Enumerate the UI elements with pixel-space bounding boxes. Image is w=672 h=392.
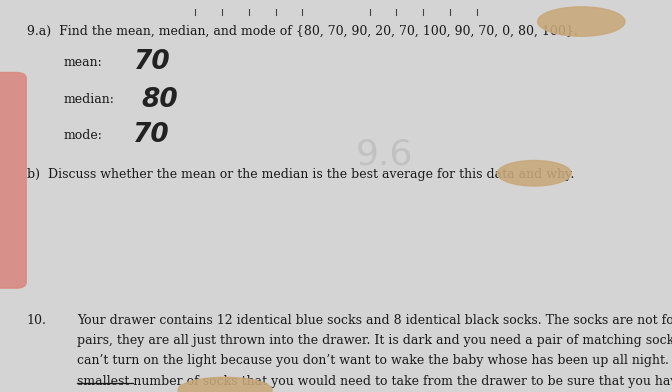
Ellipse shape: [497, 161, 571, 186]
Text: 9.a)  Find the mean, median, and mode of {80, 70, 90, 20, 70, 100, 90, 70, 0, 80: 9.a) Find the mean, median, and mode of …: [27, 24, 578, 37]
Text: 70: 70: [133, 122, 170, 148]
Text: 80: 80: [141, 87, 178, 113]
Text: b)  Discuss whether the mean or the median is the best average for this data and: b) Discuss whether the mean or the media…: [27, 168, 575, 181]
Text: mean:: mean:: [64, 56, 103, 69]
Text: Your drawer contains 12 identical blue socks and 8 identical black socks. The so: Your drawer contains 12 identical blue s…: [77, 314, 672, 327]
Text: pairs, they are all just thrown into the drawer. It is dark and you need a pair : pairs, they are all just thrown into the…: [77, 334, 672, 347]
Ellipse shape: [538, 7, 625, 36]
Ellipse shape: [178, 377, 272, 392]
FancyBboxPatch shape: [0, 73, 26, 288]
Text: can’t turn on the light because you don’t want to wake the baby whose has been u: can’t turn on the light because you don’…: [77, 354, 672, 367]
Text: 9.6: 9.6: [356, 137, 413, 171]
Text: 70: 70: [134, 49, 171, 75]
Text: smallest number of socks that you would need to take from the drawer to be sure : smallest number of socks that you would …: [77, 375, 672, 388]
Text: 10.: 10.: [27, 314, 47, 327]
Text: median:: median:: [64, 93, 115, 106]
Text: mode:: mode:: [64, 129, 103, 142]
